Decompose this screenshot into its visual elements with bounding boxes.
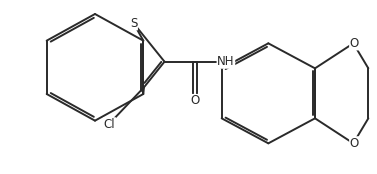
Text: Cl: Cl <box>104 118 115 131</box>
Text: O: O <box>350 37 359 50</box>
Text: O: O <box>191 94 200 108</box>
Text: S: S <box>130 17 137 30</box>
Text: O: O <box>350 137 359 150</box>
Text: NH: NH <box>217 55 234 68</box>
